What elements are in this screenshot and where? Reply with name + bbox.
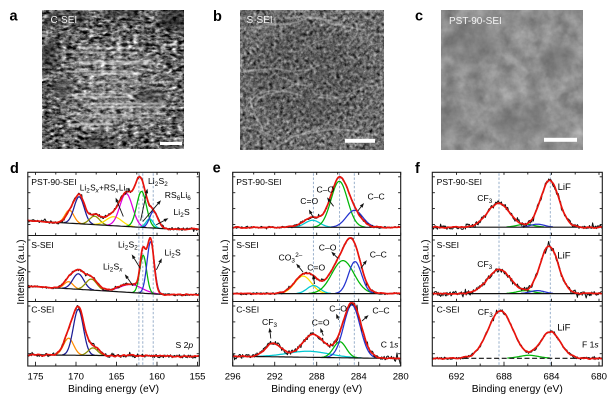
svg-text:d: d	[10, 161, 19, 177]
svg-text:Li2 S: Li2 S	[165, 247, 182, 259]
svg-text:C–C: C–C	[370, 250, 387, 260]
svg-text:165: 165	[108, 372, 124, 383]
svg-text:Intensity (a.u.): Intensity (a.u.)	[421, 239, 432, 304]
svg-text:C–O: C–O	[329, 304, 347, 314]
svg-text:Binding energy (eV): Binding energy (eV)	[271, 384, 362, 395]
svg-text:LiF: LiF	[558, 182, 571, 193]
svg-text:F 1s: F 1s	[582, 340, 599, 350]
svg-text:C–O: C–O	[317, 184, 335, 194]
svg-text:e: e	[213, 161, 221, 177]
svg-text:684: 684	[543, 372, 560, 383]
svg-text:C-SEI: C-SEI	[51, 15, 78, 26]
svg-text:b: b	[213, 9, 222, 25]
svg-text:296: 296	[225, 372, 241, 383]
svg-text:RS6 Li6: RS6 Li6	[165, 190, 191, 202]
svg-text:c: c	[415, 9, 423, 25]
svg-text:292: 292	[267, 372, 283, 383]
svg-text:288: 288	[309, 372, 325, 383]
svg-text:284: 284	[351, 372, 368, 383]
svg-text:C=O: C=O	[312, 317, 330, 327]
svg-text:C-SEI: C-SEI	[437, 305, 460, 315]
svg-text:LiF: LiF	[557, 323, 570, 334]
svg-text:C–C: C–C	[368, 192, 385, 202]
svg-text:f: f	[415, 161, 420, 177]
svg-text:Li2 S2: Li2 S2	[148, 176, 168, 188]
svg-text:S-SEI: S-SEI	[31, 240, 53, 250]
svg-text:LiF: LiF	[557, 251, 570, 262]
svg-text:Intensity (a.u.): Intensity (a.u.)	[16, 239, 27, 304]
svg-text:a: a	[10, 8, 19, 24]
svg-text:C-SEI: C-SEI	[31, 305, 54, 315]
svg-text:680: 680	[591, 372, 607, 383]
svg-text:S 2p: S 2p	[176, 340, 194, 350]
svg-text:160: 160	[149, 372, 165, 383]
svg-text:S-SEI: S-SEI	[247, 15, 273, 26]
svg-text:692: 692	[448, 372, 464, 383]
svg-text:PST-90-SEI: PST-90-SEI	[449, 16, 502, 27]
svg-text:C–O: C–O	[319, 242, 337, 252]
svg-text:C=O: C=O	[300, 196, 318, 206]
svg-text:C-SEI: C-SEI	[236, 305, 259, 315]
svg-text:PST-90-SEI: PST-90-SEI	[31, 177, 76, 187]
svg-text:280: 280	[393, 372, 409, 383]
svg-text:Binding energy (eV): Binding energy (eV)	[68, 384, 159, 395]
svg-text:175: 175	[27, 372, 43, 383]
svg-text:Li2 S: Li2 S	[174, 207, 191, 219]
svg-text:170: 170	[68, 372, 84, 383]
svg-text:PST-90-SEI: PST-90-SEI	[236, 177, 281, 187]
svg-text:Li2 S2: Li2 S2	[118, 240, 138, 252]
svg-text:155: 155	[189, 372, 205, 383]
svg-text:688: 688	[496, 372, 512, 383]
svg-text:Li2 Sx: Li2 Sx	[103, 262, 123, 274]
svg-text:C–C: C–C	[372, 305, 389, 315]
svg-text:C=O: C=O	[307, 262, 325, 272]
svg-text:PST-90-SEI: PST-90-SEI	[437, 177, 482, 187]
svg-text:C 1s: C 1s	[381, 339, 399, 349]
svg-text:S-SEI: S-SEI	[236, 240, 258, 250]
svg-text:Intensity (a.u.): Intensity (a.u.)	[220, 239, 231, 304]
svg-text:Binding energy (eV): Binding energy (eV)	[472, 384, 563, 395]
svg-text:S-SEI: S-SEI	[437, 240, 459, 250]
